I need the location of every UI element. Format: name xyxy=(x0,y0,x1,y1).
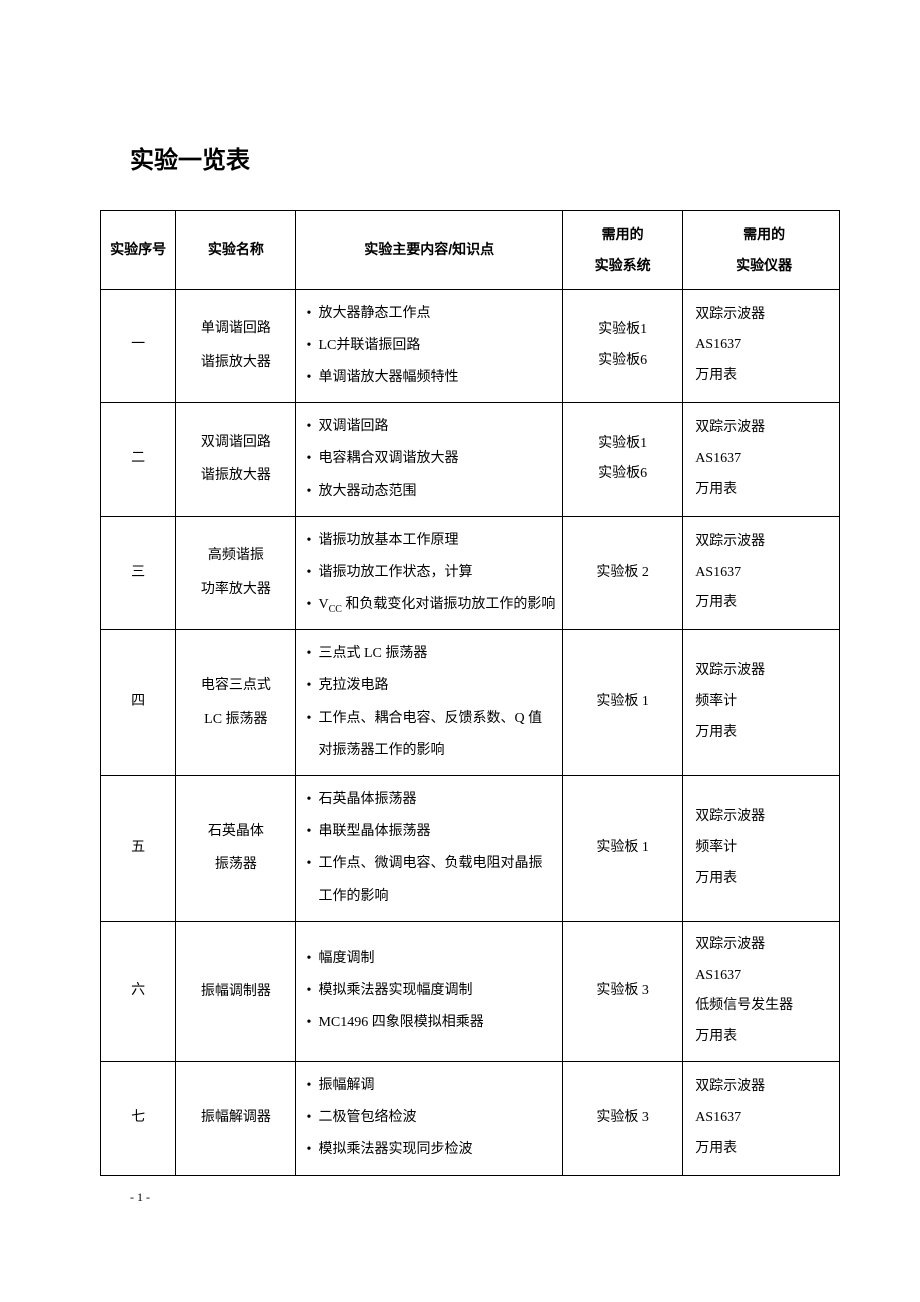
instrument-item: 双踪示波器 xyxy=(695,656,833,687)
content-item: 双调谐回路 xyxy=(306,411,556,443)
cell-num: 四 xyxy=(101,630,176,776)
content-item: 二极管包络检波 xyxy=(306,1102,556,1134)
instrument-item: 双踪示波器 xyxy=(695,802,833,833)
instrument-item: 双踪示波器 xyxy=(695,1072,833,1103)
cell-instrument: 双踪示波器频率计万用表 xyxy=(683,630,840,776)
instrument-item: 低频信号发生器 xyxy=(695,991,833,1022)
instrument-item: AS1637 xyxy=(695,444,833,475)
content-item: 三点式 LC 振荡器 xyxy=(306,638,556,670)
content-item: 单调谐放大器幅频特性 xyxy=(306,362,556,394)
cell-num: 七 xyxy=(101,1061,176,1175)
content-item: MC1496 四象限模拟相乘器 xyxy=(306,1007,556,1039)
table-row: 二双调谐回路谐振放大器双调谐回路电容耦合双调谐放大器放大器动态范围实验板1实验板… xyxy=(101,403,840,517)
cell-name: 高频谐振功率放大器 xyxy=(176,516,296,630)
instrument-item: 双踪示波器 xyxy=(695,413,833,444)
cell-num: 六 xyxy=(101,921,176,1061)
table-row: 三高频谐振功率放大器谐振功放基本工作原理谐振功放工作状态，计算VCC 和负载变化… xyxy=(101,516,840,630)
header-content: 实验主要内容/知识点 xyxy=(296,211,563,290)
instrument-item: AS1637 xyxy=(695,330,833,361)
instrument-item: 万用表 xyxy=(695,361,833,392)
table-row: 六振幅调制器幅度调制模拟乘法器实现幅度调制MC1496 四象限模拟相乘器实验板 … xyxy=(101,921,840,1061)
content-item: 放大器静态工作点 xyxy=(306,298,556,330)
cell-system: 实验板 3 xyxy=(562,921,682,1061)
instrument-item: 万用表 xyxy=(695,1134,833,1165)
header-system-l1: 需用的 xyxy=(569,219,676,250)
cell-num: 三 xyxy=(101,516,176,630)
instrument-item: AS1637 xyxy=(695,558,833,589)
cell-system: 实验板1实验板6 xyxy=(562,403,682,517)
cell-content: 幅度调制模拟乘法器实现幅度调制MC1496 四象限模拟相乘器 xyxy=(296,921,563,1061)
content-item: 振幅解调 xyxy=(306,1070,556,1102)
cell-content: 谐振功放基本工作原理谐振功放工作状态，计算VCC 和负载变化对谐振功放工作的影响 xyxy=(296,516,563,630)
cell-system: 实验板 1 xyxy=(562,630,682,776)
content-item: 模拟乘法器实现同步检波 xyxy=(306,1134,556,1166)
cell-name: 单调谐回路谐振放大器 xyxy=(176,289,296,403)
instrument-item: 频率计 xyxy=(695,687,833,718)
page-number: - 1 - xyxy=(130,1190,840,1205)
content-item: 幅度调制 xyxy=(306,943,556,975)
instrument-item: 双踪示波器 xyxy=(695,930,833,961)
cell-instrument: 双踪示波器AS1637万用表 xyxy=(683,289,840,403)
instrument-item: 频率计 xyxy=(695,833,833,864)
header-num: 实验序号 xyxy=(101,211,176,290)
cell-system: 实验板 2 xyxy=(562,516,682,630)
header-instrument-l1: 需用的 xyxy=(695,219,833,250)
content-item: 克拉泼电路 xyxy=(306,670,556,702)
cell-content: 放大器静态工作点LC并联谐振回路单调谐放大器幅频特性 xyxy=(296,289,563,403)
cell-system: 实验板1实验板6 xyxy=(562,289,682,403)
content-item: 工作点、微调电容、负载电阻对晶振工作的影响 xyxy=(306,848,556,912)
cell-instrument: 双踪示波器AS1637万用表 xyxy=(683,1061,840,1175)
instrument-item: 双踪示波器 xyxy=(695,300,833,331)
table-row: 四电容三点式LC 振荡器三点式 LC 振荡器克拉泼电路工作点、耦合电容、反馈系数… xyxy=(101,630,840,776)
instrument-item: 万用表 xyxy=(695,1022,833,1053)
content-item: 电容耦合双调谐放大器 xyxy=(306,443,556,475)
cell-num: 一 xyxy=(101,289,176,403)
cell-name: 石英晶体振荡器 xyxy=(176,776,296,922)
cell-content: 石英晶体振荡器串联型晶体振荡器工作点、微调电容、负载电阻对晶振工作的影响 xyxy=(296,776,563,922)
page-title: 实验一览表 xyxy=(130,140,840,175)
cell-content: 三点式 LC 振荡器克拉泼电路工作点、耦合电容、反馈系数、Q 值对振荡器工作的影… xyxy=(296,630,563,776)
cell-content: 振幅解调二极管包络检波模拟乘法器实现同步检波 xyxy=(296,1061,563,1175)
instrument-item: 万用表 xyxy=(695,864,833,895)
cell-content: 双调谐回路电容耦合双调谐放大器放大器动态范围 xyxy=(296,403,563,517)
instrument-item: 万用表 xyxy=(695,475,833,506)
cell-instrument: 双踪示波器AS1637万用表 xyxy=(683,516,840,630)
content-item: 谐振功放基本工作原理 xyxy=(306,525,556,557)
header-system: 需用的 实验系统 xyxy=(562,211,682,290)
experiment-table: 实验序号 实验名称 实验主要内容/知识点 需用的 实验系统 需用的 实验仪器 一… xyxy=(100,210,840,1176)
header-name: 实验名称 xyxy=(176,211,296,290)
content-item: 放大器动态范围 xyxy=(306,476,556,508)
cell-instrument: 双踪示波器AS1637低频信号发生器万用表 xyxy=(683,921,840,1061)
instrument-item: 万用表 xyxy=(695,718,833,749)
content-item: LC并联谐振回路 xyxy=(306,330,556,362)
content-item: 谐振功放工作状态，计算 xyxy=(306,557,556,589)
cell-instrument: 双踪示波器频率计万用表 xyxy=(683,776,840,922)
table-row: 五石英晶体振荡器石英晶体振荡器串联型晶体振荡器工作点、微调电容、负载电阻对晶振工… xyxy=(101,776,840,922)
cell-num: 五 xyxy=(101,776,176,922)
cell-name: 振幅解调器 xyxy=(176,1061,296,1175)
cell-system: 实验板 3 xyxy=(562,1061,682,1175)
content-item: 模拟乘法器实现幅度调制 xyxy=(306,975,556,1007)
cell-name: 振幅调制器 xyxy=(176,921,296,1061)
content-item: 石英晶体振荡器 xyxy=(306,784,556,816)
header-instrument-l2: 实验仪器 xyxy=(695,250,833,281)
content-item: 串联型晶体振荡器 xyxy=(306,816,556,848)
table-row: 七振幅解调器振幅解调二极管包络检波模拟乘法器实现同步检波实验板 3双踪示波器AS… xyxy=(101,1061,840,1175)
header-row: 实验序号 实验名称 实验主要内容/知识点 需用的 实验系统 需用的 实验仪器 xyxy=(101,211,840,290)
cell-name: 双调谐回路谐振放大器 xyxy=(176,403,296,517)
instrument-item: 双踪示波器 xyxy=(695,527,833,558)
table-row: 一单调谐回路谐振放大器放大器静态工作点LC并联谐振回路单调谐放大器幅频特性实验板… xyxy=(101,289,840,403)
instrument-item: 万用表 xyxy=(695,588,833,619)
instrument-item: AS1637 xyxy=(695,1103,833,1134)
cell-system: 实验板 1 xyxy=(562,776,682,922)
content-item: 工作点、耦合电容、反馈系数、Q 值对振荡器工作的影响 xyxy=(306,703,556,767)
cell-instrument: 双踪示波器AS1637万用表 xyxy=(683,403,840,517)
header-instrument: 需用的 实验仪器 xyxy=(683,211,840,290)
cell-num: 二 xyxy=(101,403,176,517)
header-system-l2: 实验系统 xyxy=(569,250,676,281)
cell-name: 电容三点式LC 振荡器 xyxy=(176,630,296,776)
instrument-item: AS1637 xyxy=(695,961,833,992)
content-item: VCC 和负载变化对谐振功放工作的影响 xyxy=(306,589,556,621)
